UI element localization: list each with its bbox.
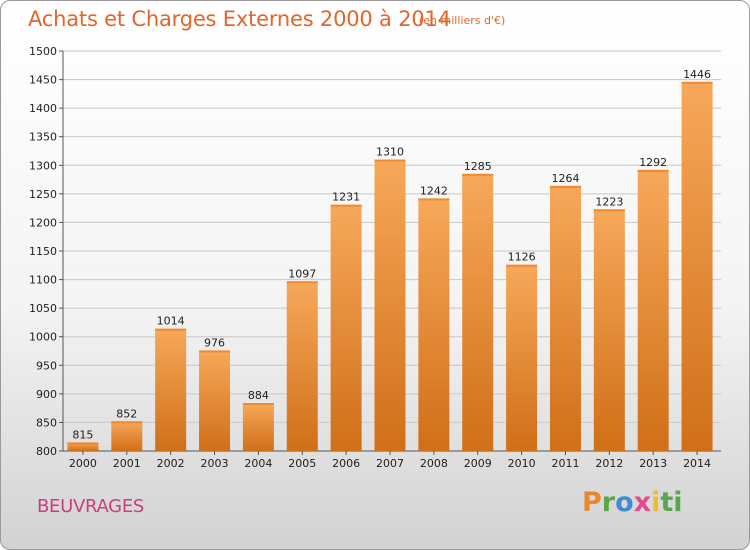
y-tick-label: 1200 [29,216,57,229]
proxiti-logo: Proxiti [582,487,683,518]
bar-value-label: 1446 [683,68,711,81]
bar-top-edge [681,81,713,84]
y-tick-label: 850 [36,416,57,429]
y-tick-label: 800 [36,445,57,458]
y-tick-label: 1100 [29,274,57,287]
bar-top-edge [242,403,274,405]
x-tick-label: 2005 [288,457,316,470]
bar [111,421,143,451]
bar-value-label: 1264 [551,172,579,185]
logo-letter: o [615,487,634,518]
bar-value-label: 884 [248,389,269,402]
y-tick-label: 1350 [29,131,57,144]
bar [593,209,625,451]
city-name: BEUVRAGES [37,496,145,517]
logo-letter: i [651,487,661,518]
bar-value-label: 1310 [376,146,404,159]
bar [418,198,450,451]
x-tick-label: 2006 [332,457,360,470]
bar [506,264,538,451]
bar [330,204,362,451]
y-tick-label: 900 [36,388,57,401]
bar-top-edge [506,264,538,267]
x-tick-label: 2012 [595,457,623,470]
x-tick-label: 2014 [683,457,711,470]
bar-top-edge [549,185,581,188]
logo-letter: r [601,487,616,518]
bar [462,173,494,451]
x-tick-label: 2010 [508,457,536,470]
bar [67,442,99,451]
bar-value-label: 1097 [288,267,316,280]
bar-value-label: 1126 [508,251,536,264]
bar-top-edge [374,159,406,162]
y-tick-label: 1250 [29,188,57,201]
x-tick-label: 2000 [69,457,97,470]
bar-top-edge [67,442,99,445]
x-tick-label: 2013 [639,457,667,470]
bar-value-label: 1014 [157,315,185,328]
chart-subtitle: (en milliers d'€) [419,14,506,27]
bar [286,281,318,451]
bar-value-label: 1223 [595,195,623,208]
x-tick-label: 2011 [551,457,579,470]
bar-top-edge [111,421,143,424]
y-tick-label: 950 [36,359,57,372]
bar [681,81,713,451]
bar-top-edge [593,209,625,212]
bar-top-edge [155,328,187,331]
bar-value-label: 815 [72,428,93,441]
bar [549,185,581,451]
y-tick-label: 1300 [29,159,57,172]
bar-value-label: 976 [204,336,225,349]
bar-value-label: 1285 [464,160,492,173]
logo-letter: x [633,487,652,518]
bar-value-label: 1231 [332,191,360,204]
logo-letter: P [582,487,602,518]
x-tick-label: 2007 [376,457,404,470]
x-tick-label: 2002 [157,457,185,470]
bar-top-edge [637,169,669,172]
x-tick-label: 2003 [201,457,229,470]
logo-letter: ti [660,487,683,518]
bar [155,328,187,451]
bar [242,403,274,451]
bar [637,169,669,451]
chart-title: Achats et Charges Externes 2000 à 2014 [28,7,451,31]
x-tick-label: 2008 [420,457,448,470]
bar-value-label: 852 [116,407,137,420]
bar-top-edge [330,204,362,207]
bar-top-edge [286,281,318,284]
y-tick-label: 1050 [29,302,57,315]
y-tick-label: 1000 [29,331,57,344]
bar [374,159,406,452]
y-tick-label: 1450 [29,74,57,87]
bar-value-label: 1292 [639,156,667,169]
y-tick-label: 1150 [29,245,57,258]
bar-top-edge [199,350,231,353]
x-tick-label: 2004 [244,457,272,470]
bar-top-edge [418,198,450,201]
y-tick-label: 1400 [29,102,57,115]
bar [199,350,231,451]
x-tick-label: 2009 [464,457,492,470]
bar-value-label: 1242 [420,184,448,197]
y-tick-label: 1500 [29,45,57,58]
bar-top-edge [462,173,494,176]
x-tick-label: 2001 [113,457,141,470]
